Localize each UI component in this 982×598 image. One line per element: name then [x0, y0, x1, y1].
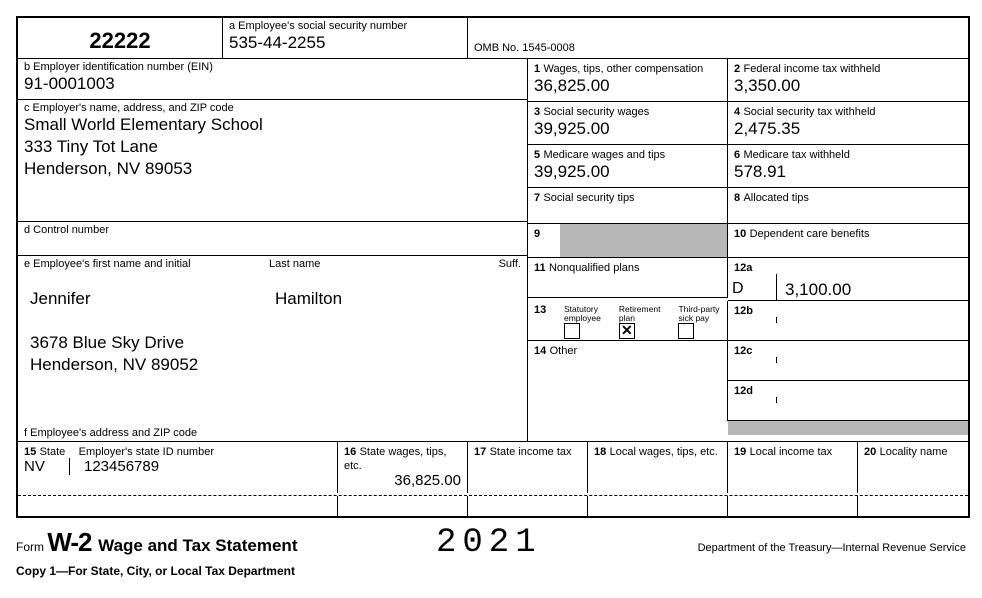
box-17: 17 State income tax — [468, 442, 588, 493]
employee-addr1: 3678 Blue Sky Drive — [30, 332, 521, 354]
box-a-value: 535-44-2255 — [229, 32, 461, 54]
box-6: 6 Medicare tax withheld 578.91 — [728, 145, 968, 188]
box-18: 18 Local wages, tips, etc. — [588, 442, 728, 493]
omb-cell: OMB No. 1545-0008 — [468, 18, 968, 59]
box-c: c Employer's name, address, and ZIP code… — [18, 100, 527, 222]
box-3-value: 39,925.00 — [534, 118, 721, 140]
box-11: 11 Nonqualified plans — [528, 258, 728, 298]
form-number: 22222 — [24, 20, 216, 54]
employee-first: Jennifer — [24, 288, 275, 310]
w2-form: 22222 a Employee's social security numbe… — [16, 16, 970, 518]
tax-year: 2021 — [436, 524, 636, 562]
box-5-value: 39,925.00 — [534, 161, 721, 183]
box-a-label: a Employee's social security number — [229, 20, 461, 32]
box-15-state: NV — [24, 458, 70, 475]
box-6-value: 578.91 — [734, 161, 962, 183]
box-c-line2: 333 Tiny Tot Lane — [24, 136, 521, 158]
b13-retirement-label: Retirementplan — [619, 305, 661, 323]
omb: OMB No. 1545-0008 — [474, 42, 575, 54]
box-12d: 12d — [728, 381, 968, 421]
box-4-value: 2,475.35 — [734, 118, 962, 140]
box-b: b Employer identification number (EIN) 9… — [18, 59, 527, 100]
box-15: 15 State Employer's state ID number NV 1… — [18, 442, 338, 493]
box-19: 19 Local income tax — [728, 442, 858, 493]
box-12a: 12a D 3,100.00 — [728, 258, 968, 301]
box-16: 16 State wages, tips, etc. 36,825.00 — [338, 442, 468, 493]
box-f-label: f Employee's address and ZIP code — [24, 427, 197, 439]
box-9: 9 — [528, 224, 728, 258]
box-e-label: e Employee's first name and initial — [24, 258, 269, 270]
box-8: 8 Allocated tips — [728, 188, 968, 224]
box-12a-code: D — [728, 274, 777, 300]
box-e-last-label: Last name — [269, 258, 499, 270]
box-2: 2 Federal income tax withheld 3,350.00 — [728, 59, 968, 102]
box-2-value: 3,350.00 — [734, 75, 962, 97]
box-16-value: 36,825.00 — [344, 472, 461, 489]
box-c-label: c Employer's name, address, and ZIP code — [24, 102, 521, 114]
box-13: 13 Statutoryemployee Retirementplan ✕ Th… — [528, 301, 728, 341]
box-d: d Control number — [18, 222, 527, 256]
box-c-line1: Small World Elementary School — [24, 114, 521, 136]
box-20: 20 Locality name — [858, 442, 968, 493]
box-e: e Employee's first name and initial Last… — [18, 256, 527, 441]
box-10: 10 Dependent care benefits — [728, 224, 968, 258]
employee-addr2: Henderson, NV 89052 — [30, 354, 521, 376]
dept-text: Department of the Treasury—Internal Reve… — [636, 542, 966, 554]
box-e-suff-label: Suff. — [499, 258, 521, 270]
box-12a-amount: 3,100.00 — [777, 274, 968, 300]
box-12b: 12b — [728, 301, 968, 341]
form-footer: Form W-2 Wage and Tax Statement 2021 Dep… — [16, 524, 966, 562]
form-code: W-2 — [47, 527, 91, 557]
b13-sickpay-label: Third-partysick pay — [678, 305, 719, 323]
box-b-label: b Employer identification number (EIN) — [24, 61, 521, 73]
box-1-value: 36,825.00 — [534, 75, 721, 97]
copy-line: Copy 1—For State, City, or Local Tax Dep… — [16, 564, 966, 578]
box-15-id: 123456789 — [70, 458, 159, 475]
box-14: 14 Other — [528, 341, 728, 421]
employee-last: Hamilton — [275, 288, 342, 310]
box-22222: 22222 — [18, 18, 223, 59]
statutory-checkbox — [564, 323, 580, 339]
box-7: 7 Social security tips — [528, 188, 728, 224]
box-5: 5 Medicare wages and tips 39,925.00 — [528, 145, 728, 188]
b13-statutory-label: Statutoryemployee — [564, 305, 601, 323]
box-b-value: 91-0001003 — [24, 73, 521, 95]
retirement-checkbox: ✕ — [619, 323, 635, 339]
box-1: 1 Wages, tips, other compensation 36,825… — [528, 59, 728, 102]
sickpay-checkbox — [678, 323, 694, 339]
box-3: 3 Social security wages 39,925.00 — [528, 102, 728, 145]
form-title: Wage and Tax Statement — [98, 536, 297, 555]
box-d-label: d Control number — [24, 224, 521, 236]
box-c-line3: Henderson, NV 89053 — [24, 158, 521, 180]
box-12c: 12c — [728, 341, 968, 381]
box-4: 4 Social security tax withheld 2,475.35 — [728, 102, 968, 145]
box-a: a Employee's social security number 535-… — [223, 18, 468, 59]
